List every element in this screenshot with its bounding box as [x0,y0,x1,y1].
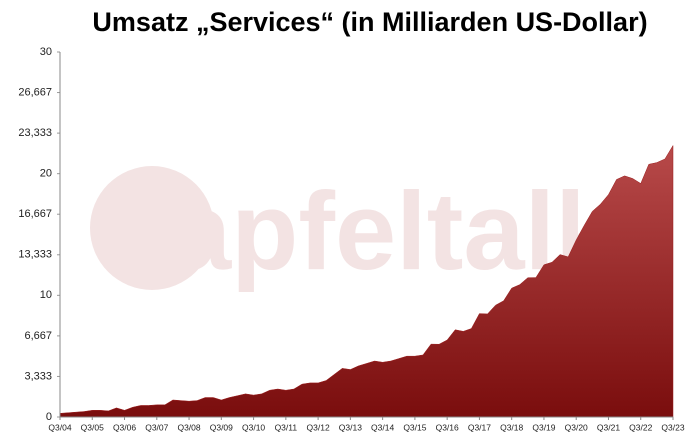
x-tick-label: Q3/04 [48,422,71,432]
x-tick-label: Q3/23 [661,422,684,432]
x-tick-label: Q3/16 [436,422,459,432]
x-tick-label: Q3/19 [532,422,555,432]
area [59,144,674,418]
x-tick-label: Q3/18 [500,422,523,432]
x-tick-label: Q3/10 [242,422,265,432]
y-tick-label: 0 [46,411,52,423]
x-tick-label: Q3/11 [275,422,298,432]
x-tick-label: Q3/14 [371,422,394,432]
x-tick-label: Q3/21 [597,422,620,432]
y-tick-label: 13,333 [18,249,52,261]
x-tick-label: Q3/12 [307,422,330,432]
x-tick-label: Q3/07 [145,422,168,432]
x-tick-label: Q3/09 [210,422,233,432]
y-tick-label: 10 [40,289,52,301]
x-tick-label: Q3/05 [81,422,104,432]
chart-title: Umsatz „Services“ (in Milliarden US-Doll… [92,7,647,37]
x-tick-label: Q3/22 [629,422,652,432]
x-tick-label: Q3/08 [177,422,200,432]
x-tick-label: Q3/06 [113,422,136,432]
x-tick-label: Q3/17 [468,422,491,432]
x-tick-label: Q3/20 [565,422,588,432]
y-tick-label: 23,333 [18,127,52,139]
watermark-logo [90,166,214,290]
x-tick-label: Q3/15 [403,422,426,432]
y-tick-label: 6,667 [24,330,52,342]
y-tick-label: 26,667 [18,86,52,98]
y-tick-label: 3,333 [24,370,52,382]
y-tick-label: 30 [40,46,52,58]
y-tick-label: 16,667 [18,208,52,220]
y-tick-label: 20 [40,168,52,180]
x-tick-label: Q3/13 [339,422,362,432]
